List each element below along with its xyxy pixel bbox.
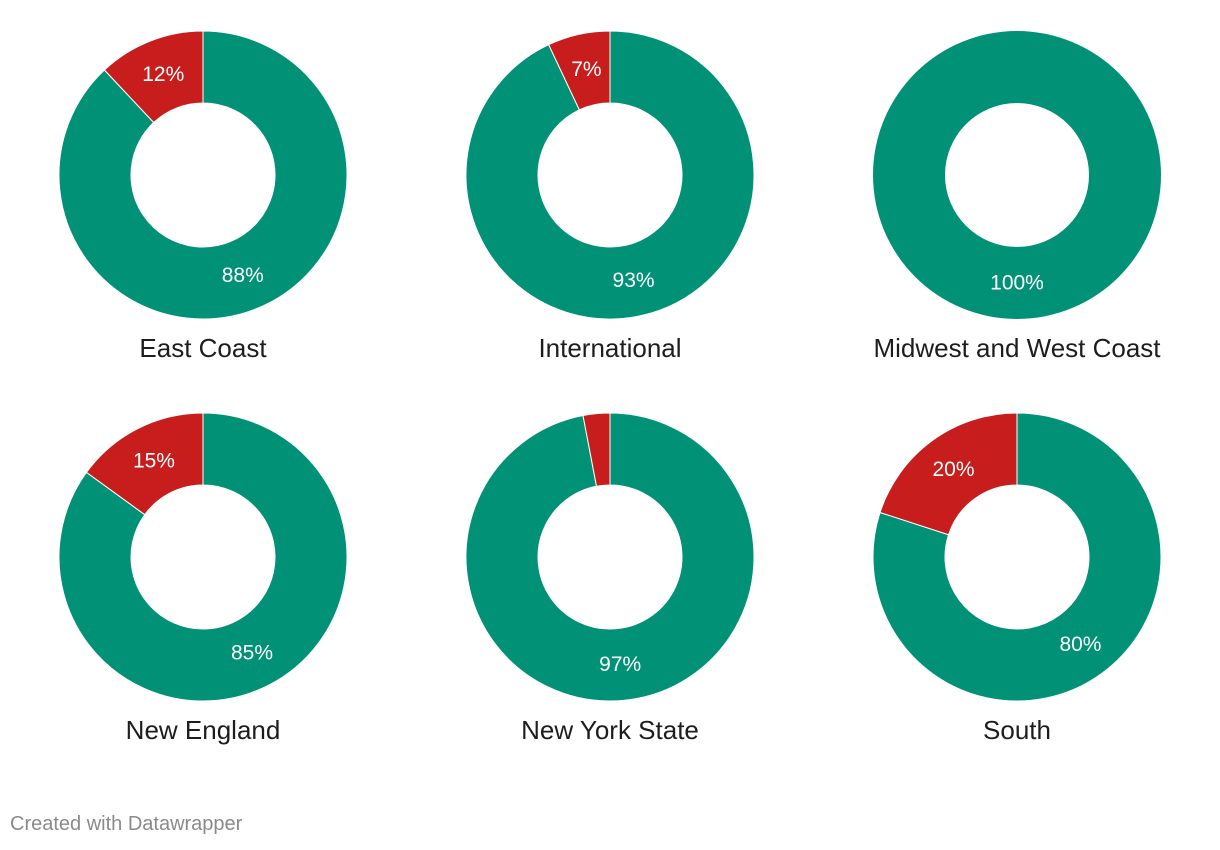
donut-slice (872, 412, 1162, 702)
donut-slice (548, 30, 611, 111)
donut-chart: 85% 15% (58, 412, 348, 702)
donut-panel-new-england: 85% 15% New England (53, 407, 353, 777)
slice-data-label: 15% (133, 449, 175, 472)
donut-slice (465, 30, 755, 320)
donut-chart: 97% (465, 412, 755, 702)
datawrapper-credit: Created with Datawrapper (10, 813, 243, 835)
donut-title: South (983, 715, 1051, 745)
slice-data-label: 80% (1059, 633, 1101, 656)
donut-panel-midwest-and-west-coast: 100% Midwest and West Coast (867, 25, 1167, 395)
donut-title: New England (125, 715, 281, 745)
donut-panel-new-york-state: 97% New York State (460, 407, 760, 777)
slice-data-label: 88% (222, 264, 264, 287)
donut-slice (465, 412, 755, 702)
donut-panel-east-coast: 88% 12% East Coast (53, 25, 353, 395)
slice-data-label: 7% (571, 58, 601, 81)
donut-slice (85, 412, 204, 516)
slice-data-label: 97% (599, 653, 641, 676)
donut-chart: 88% 12% (58, 30, 348, 320)
donut-slice (873, 31, 1161, 319)
slice-data-label: 100% (990, 272, 1044, 295)
donut-slice (103, 30, 204, 124)
donut-title: Midwest and West Coast (873, 333, 1161, 363)
donut-chart: 80% 20% (872, 412, 1162, 702)
slice-data-label: 93% (613, 269, 655, 292)
donut-panel-international: 93% 7% International (460, 25, 760, 395)
donut-title: International (538, 333, 682, 363)
donut-slice (58, 412, 348, 702)
slice-data-label: 20% (933, 458, 975, 481)
donut-chart-grid: 88% 12% East Coast 93% 7% International 100% Mi… (53, 25, 1167, 777)
slice-data-label: 85% (231, 642, 273, 665)
donut-slice (58, 30, 348, 320)
donut-slice (879, 412, 1018, 536)
slice-data-label: 12% (142, 63, 184, 86)
donut-panel-south: 80% 20% South (867, 407, 1167, 777)
donut-title: New York State (521, 715, 699, 745)
donut-chart: 93% 7% (465, 30, 755, 320)
donut-title: East Coast (139, 333, 267, 363)
donut-chart: 100% (873, 31, 1161, 319)
donut-slice (582, 412, 611, 487)
